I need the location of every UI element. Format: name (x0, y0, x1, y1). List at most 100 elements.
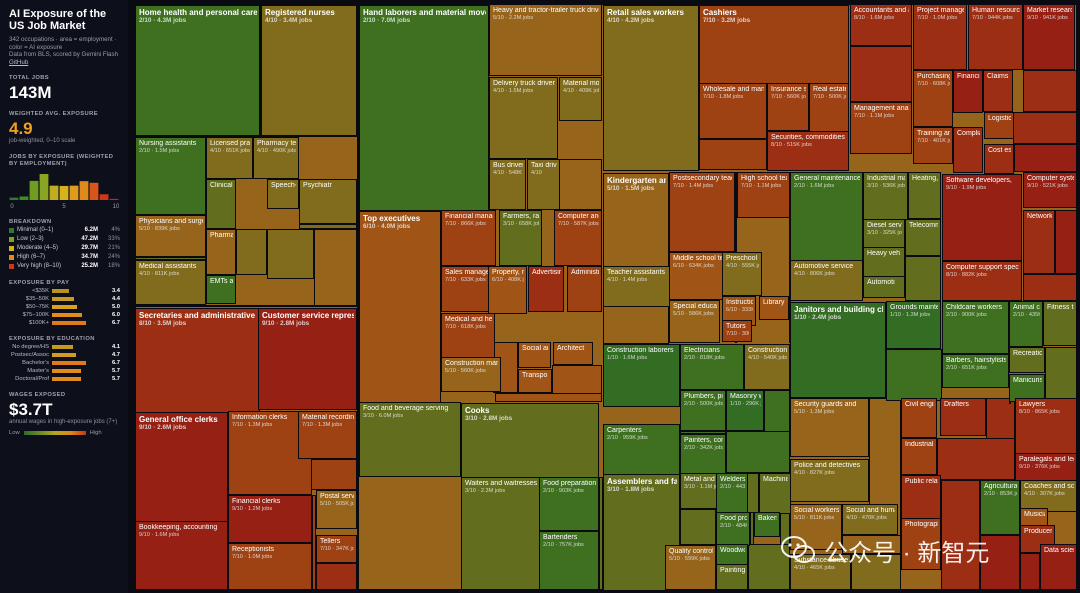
treemap-tile[interactable]: Delivery truck drivers 4/10 · 1.5M jobs (489, 77, 558, 159)
treemap-tile[interactable]: Medical and health7/10 · 618K jobs (441, 313, 495, 364)
treemap-tile[interactable]: Computer and info7/10 · 587K jobs (554, 210, 602, 266)
treemap-tile[interactable]: EMTs and (206, 275, 236, 304)
treemap-tile[interactable]: Compliance (953, 127, 983, 173)
treemap-tile[interactable]: Welders, cutters2/10 · 443K jobs (716, 473, 748, 516)
treemap-tile[interactable]: Public relations (901, 475, 941, 520)
treemap-tile[interactable]: Market research9/10 · 941K jobs (1023, 4, 1075, 70)
treemap-tile[interactable]: General office clerks 9/10 · 2.6M jobs (135, 412, 228, 522)
treemap-tile[interactable]: Physicians and surgeons5/10 · 839K jobs (135, 215, 206, 257)
treemap-tile[interactable]: Administrative (567, 266, 602, 312)
treemap-tile[interactable]: Industrial engineers (901, 438, 937, 475)
treemap-tile[interactable]: Bookkeeping, accounting 9/10 · 1.6M jobs (135, 521, 228, 590)
treemap-tile[interactable]: Speech-lang (267, 179, 299, 209)
treemap-tile[interactable]: Transpo (518, 369, 552, 393)
treemap-tile[interactable]: Manicurists (1009, 374, 1045, 402)
treemap-tile[interactable]: Electricians 2/10 · 818K jobs (680, 344, 744, 390)
treemap-tile[interactable]: Registered nurses 4/10 · 3.4M jobs (261, 5, 357, 136)
treemap-tile[interactable]: Financial clerks 9/10 · 1.2M jobs (228, 495, 312, 543)
treemap-tile[interactable]: Barbers, hairstylists 2/10 · 651K jobs (942, 354, 1009, 388)
treemap-tile[interactable]: Food and beverage serving 3/10 · 6.0M job… (359, 402, 461, 477)
treemap-tile[interactable]: Secretaries and administrative assistant… (135, 308, 260, 415)
treemap-tile[interactable]: Accountants and auditors8/10 · 1.6M jobs (850, 4, 912, 46)
treemap-tile[interactable]: Clinical lab (206, 179, 236, 229)
treemap-tile[interactable]: Construction 4/10 · 540K jobs (744, 344, 790, 390)
treemap-tile[interactable]: Project management7/10 · 1.0M jobs (913, 4, 967, 70)
treemap-tile[interactable]: Insurance sales7/10 · 560K jobs (767, 83, 809, 131)
treemap-tile[interactable]: Plumbers, pipefitters2/10 · 500K jobs (680, 390, 726, 431)
treemap-tile[interactable]: Drafters (940, 398, 986, 436)
treemap-tile[interactable]: Library te (759, 296, 789, 320)
treemap-tile[interactable]: Human resources7/10 · 944K jobs (968, 4, 1023, 70)
treemap-tile[interactable]: Teacher assistants 4/10 · 1.4M jobs (603, 266, 670, 307)
treemap-tile[interactable]: Computer support specialists8/10 · 882K … (942, 261, 1022, 301)
treemap-tile[interactable]: Janitors and building cleaners1/10 · 2.4… (790, 302, 886, 398)
treemap-tile[interactable]: High school teachers7/10 · 1.1M jobs (737, 172, 790, 218)
treemap-tile[interactable]: Management analysts7/10 · 1.1M jobs (850, 102, 912, 154)
treemap-tile[interactable]: Recreation w (1009, 347, 1045, 373)
treemap-tile[interactable]: Nursing assistants 2/10 · 1.5M jobs (135, 137, 206, 215)
treemap-tile[interactable]: Receptionists 7/10 · 1.0M jobs (228, 543, 312, 590)
treemap-tile[interactable]: Substance abuse 4/10 · 465K jobs (790, 554, 851, 590)
treemap-tile[interactable]: Computer systems9/10 · 521K jobs (1023, 172, 1077, 208)
treemap-tile[interactable]: Grounds maintenance1/10 · 1.3M jobs (886, 301, 941, 349)
treemap-tile[interactable]: Construction managers5/10 · 560K jobs (441, 357, 501, 392)
treemap-tile[interactable]: Advertising (528, 266, 564, 312)
treemap-tile[interactable]: Customer service representatives9/10 · 2… (258, 308, 357, 410)
treemap-tile[interactable]: Special education5/10 · 586K jobs (669, 300, 720, 343)
treemap-tile[interactable]: Construction laborers 1/10 · 1.6M jobs (603, 344, 680, 407)
treemap-tile[interactable]: Psychiatr (299, 179, 357, 224)
treemap-tile[interactable]: Social and human4/10 · 470K jobs (842, 504, 898, 535)
treemap-tile[interactable]: Police and detectives 4/10 · 827K jobs (790, 459, 869, 502)
treemap-tile[interactable]: Property, real estate6/10 · 408K jobs (488, 266, 527, 314)
treemap-tile[interactable]: Quality control in5/10 · 599K jobs (665, 545, 716, 590)
treemap-tile[interactable]: Kindergarten and elementary5/10 · 1.5M j… (603, 173, 669, 344)
treemap-tile[interactable]: Telecomm (905, 219, 941, 256)
treemap-tile[interactable]: Lawyers 8/10 · 865K jobs (1015, 398, 1077, 462)
github-link[interactable]: GitHub (9, 58, 29, 66)
treemap-tile[interactable]: Fitness tr (1043, 301, 1077, 346)
treemap-tile[interactable]: Bakers (754, 512, 780, 537)
treemap-tile[interactable]: Home health and personal care aides2/10 … (135, 5, 260, 136)
treemap-tile[interactable]: Painters, construction2/10 · 342K jobs (680, 434, 726, 474)
treemap-tile[interactable]: Material recording 7/10 · 1.3M jobs (298, 411, 357, 459)
treemap-tile[interactable]: Top executives 6/10 · 4.0M jobs (359, 211, 441, 404)
treemap-tile[interactable]: Cost estim (984, 144, 1014, 174)
treemap-tile[interactable]: Postal service5/10 · 505K jobs (316, 490, 357, 529)
treemap-tile[interactable]: Securities, commodities 8/10 · 515K jobs (767, 131, 849, 171)
treemap-tile[interactable]: Childcare workers 2/10 · 900K jobs (942, 301, 1009, 354)
treemap-tile[interactable]: Medical assistants 4/10 · 811K jobs (135, 260, 206, 305)
treemap-tile[interactable]: Training and7/10 · 401K jobs (913, 127, 953, 164)
treemap-tile[interactable]: Middle school teachers6/10 · 634K jobs (669, 252, 730, 300)
treemap-tile[interactable]: Automoti (863, 276, 905, 298)
treemap-tile[interactable]: Heating, air (908, 172, 941, 219)
treemap-tile[interactable]: Pharmacy technicians4/10 · 490K jobs (253, 137, 299, 179)
treemap-tile[interactable]: Machinists (759, 473, 791, 514)
treemap-tile[interactable]: Wholesale and manufacturing7/10 · 1.8M j… (699, 83, 767, 139)
treemap-tile[interactable]: Retail sales workers 4/10 · 4.2M jobs (603, 5, 699, 171)
treemap-tile[interactable]: Pharmacists (206, 229, 236, 275)
treemap-tile[interactable]: Financial analysts (953, 70, 983, 113)
treemap-tile[interactable]: Material movers4/10 · 409K jobs (559, 77, 602, 121)
treemap-tile[interactable]: Heavy and tractor-trailer truck drivers 5… (489, 4, 602, 76)
treemap-tile[interactable]: Waiters and waitresses 3/10 · 2.3M jobs (461, 477, 540, 590)
treemap-tile[interactable]: Architect (553, 342, 593, 365)
treemap-tile[interactable]: Food processing2/10 · 484K jobs (716, 512, 750, 546)
treemap-tile[interactable]: Masonry work1/10 · 296K jobs (726, 390, 764, 431)
treemap-tile[interactable]: Automotive service 4/10 · 806K jobs (790, 260, 863, 301)
treemap-tile[interactable]: Real estate brokers7/10 · 500K jobs (809, 83, 849, 133)
treemap-tile[interactable]: General maintenance 2/10 · 1.6M jobs (790, 172, 863, 261)
treemap-tile[interactable]: Cashiers 7/10 · 3.2M jobs (699, 5, 849, 84)
treemap-tile[interactable]: Bartenders 2/10 · 757K jobs (539, 531, 599, 590)
treemap-tile[interactable]: Hand laborers and material movers 2/10 · … (359, 5, 489, 211)
treemap-tile[interactable]: Claims adjusters (983, 70, 1013, 112)
treemap-tile[interactable]: Farmers, ranchers3/10 · 658K jobs (499, 210, 542, 266)
